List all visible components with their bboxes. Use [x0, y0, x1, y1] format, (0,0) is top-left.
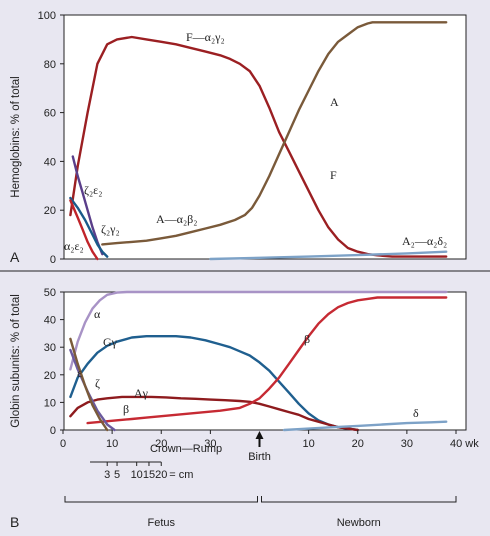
crown-rump-title: Crown—Rump [150, 443, 222, 455]
x-tick-label: 0 [60, 438, 66, 450]
newborn-bracket [261, 496, 457, 503]
fetus-label: Fetus [147, 517, 175, 529]
x-tick-label: 20 [352, 438, 364, 450]
x-tick-label: 30 [204, 438, 216, 450]
series-label-a: A₂—α₂δ₂ [402, 234, 447, 248]
panel-letter-a: A [10, 249, 20, 265]
x-tick-label: 10 [303, 438, 315, 450]
series-label-a: ζ₂ε₂ [84, 183, 102, 197]
x-tick-label: 10 [106, 438, 118, 450]
series-line-a-5 [209, 250, 448, 261]
y-tick-label: 0 [50, 254, 56, 266]
y-tick-label: 10 [44, 397, 56, 409]
y-tick-label: 50 [44, 287, 56, 299]
series-label-b: δ [413, 406, 419, 420]
series-line-a-0 [69, 35, 448, 258]
y-tick-label: 30 [44, 342, 56, 354]
y-tick-label: 60 [44, 108, 56, 120]
series-label-b: β [304, 332, 310, 346]
series-label-b: ε [77, 366, 82, 380]
fetus-bracket [64, 496, 258, 503]
series-label-b: Aγ [134, 386, 149, 400]
y-axis-label: Globin subunits: % of total [10, 294, 22, 428]
newborn-label: Newborn [337, 517, 381, 529]
crown-rump-tick-label: 3 [104, 469, 110, 481]
y-axis-label: Hemoglobins: % of total [10, 76, 22, 197]
crown-rump-tick-label: 20 [155, 469, 167, 481]
series-label-b: ζ [95, 376, 100, 390]
x-tick-label: 40 wk [450, 438, 479, 450]
y-tick-label: 0 [50, 425, 56, 437]
birth-arrow-head [255, 431, 264, 439]
y-tick-label: 20 [44, 205, 56, 217]
x-tick-label: 30 [401, 438, 413, 450]
plot-area-b [63, 291, 467, 431]
series-line-a-3 [69, 196, 109, 258]
series-label-a: ζ₂γ₂ [101, 222, 120, 236]
y-tick-label: 100 [38, 10, 56, 22]
y-tick-label: 20 [44, 370, 56, 382]
y-tick-label: 80 [44, 59, 56, 71]
series-line-b-5 [69, 337, 109, 432]
series-line-a-1 [101, 21, 448, 246]
series-line-b-1 [69, 335, 359, 432]
crown-rump-tick-label: 10 [131, 469, 143, 481]
crown-rump-tick-label: 5 [114, 469, 120, 481]
series-label-a: F—α₂γ₂ [186, 30, 225, 44]
y-tick-label: 40 [44, 315, 56, 327]
series-line-b-4 [69, 348, 116, 432]
crown-rump-unit: = cm [169, 469, 193, 481]
series-line-b-0 [69, 290, 448, 371]
y-tick-label: 40 [44, 156, 56, 168]
series-label-b: α [94, 307, 101, 321]
series-label-b: Gγ [103, 335, 118, 349]
crown-rump-tick-label: 15 [143, 469, 155, 481]
birth-label: Birth [248, 451, 271, 463]
series-line-b-3 [86, 296, 448, 425]
series-label-a: A [330, 95, 339, 109]
series-line-b-6 [282, 420, 448, 432]
plot-area-a [63, 14, 467, 260]
x-tick-label: 20 [155, 438, 167, 450]
series-label-b: β [123, 402, 129, 416]
series-label-a: F [330, 168, 337, 182]
series-line-a-4 [69, 199, 99, 261]
series-label-a: α₂ε₂ [64, 239, 84, 253]
series-line-b-2 [69, 395, 359, 432]
panel-letter-b: B [10, 514, 19, 530]
series-label-a: A—α₂β₂ [156, 212, 197, 226]
